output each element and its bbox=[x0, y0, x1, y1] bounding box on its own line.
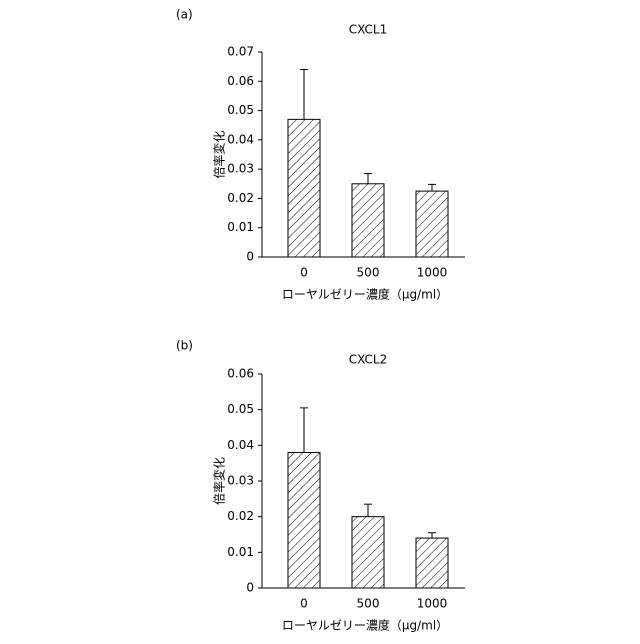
y-tick-label: 0.05 bbox=[227, 402, 254, 416]
x-axis-label: ローヤルゼリー濃度（μg/ml） bbox=[282, 618, 448, 633]
y-tick-label: 0.03 bbox=[227, 474, 254, 488]
y-tick-label: 0.01 bbox=[227, 545, 254, 559]
chart-title: CXCL2 bbox=[349, 353, 387, 367]
bar bbox=[288, 452, 320, 588]
x-tick-label: 1000 bbox=[417, 266, 448, 280]
panel-label: (b) bbox=[176, 339, 193, 353]
y-axis-label: 倍率変化 bbox=[212, 130, 227, 178]
bar bbox=[288, 119, 320, 257]
y-tick-label: 0.07 bbox=[227, 45, 254, 59]
y-axis-label: 倍率変化 bbox=[212, 457, 227, 505]
chart-title: CXCL1 bbox=[349, 23, 387, 37]
x-tick-label: 500 bbox=[357, 266, 380, 280]
y-tick-label: 0.03 bbox=[227, 162, 254, 176]
x-tick-label: 0 bbox=[300, 266, 308, 280]
y-tick-label: 0 bbox=[246, 581, 254, 595]
bar bbox=[352, 184, 384, 257]
y-tick-label: 0.04 bbox=[227, 132, 254, 146]
x-tick-label: 0 bbox=[300, 597, 308, 611]
y-tick-label: 0.06 bbox=[227, 367, 254, 381]
y-tick-label: 0 bbox=[246, 250, 254, 264]
y-tick-label: 0.01 bbox=[227, 220, 254, 234]
y-tick-label: 0.02 bbox=[227, 191, 254, 205]
y-tick-label: 0.04 bbox=[227, 438, 254, 452]
y-tick-label: 0.06 bbox=[227, 74, 254, 88]
y-tick-label: 0.02 bbox=[227, 509, 254, 523]
x-axis-label: ローヤルゼリー濃度（μg/ml） bbox=[282, 287, 448, 302]
figure: (a)CXCL1倍率変化ローヤルゼリー濃度（μg/ml）00.010.020.0… bbox=[0, 0, 640, 640]
bar bbox=[416, 191, 448, 257]
y-tick-label: 0.05 bbox=[227, 103, 254, 117]
bar bbox=[416, 538, 448, 588]
bar bbox=[352, 517, 384, 588]
panel-label: (a) bbox=[176, 8, 193, 22]
x-tick-label: 500 bbox=[357, 597, 380, 611]
x-tick-label: 1000 bbox=[417, 597, 448, 611]
